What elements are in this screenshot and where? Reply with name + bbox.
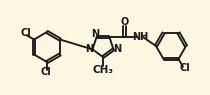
Text: CH₃: CH₃ [92,65,113,75]
Text: N: N [85,44,93,54]
Text: NH: NH [132,32,149,42]
Text: Cl: Cl [41,67,51,77]
Text: N: N [113,44,121,54]
Text: O: O [120,17,129,27]
Text: Cl: Cl [180,63,190,73]
Text: Cl: Cl [21,28,31,38]
Text: N: N [92,29,100,39]
